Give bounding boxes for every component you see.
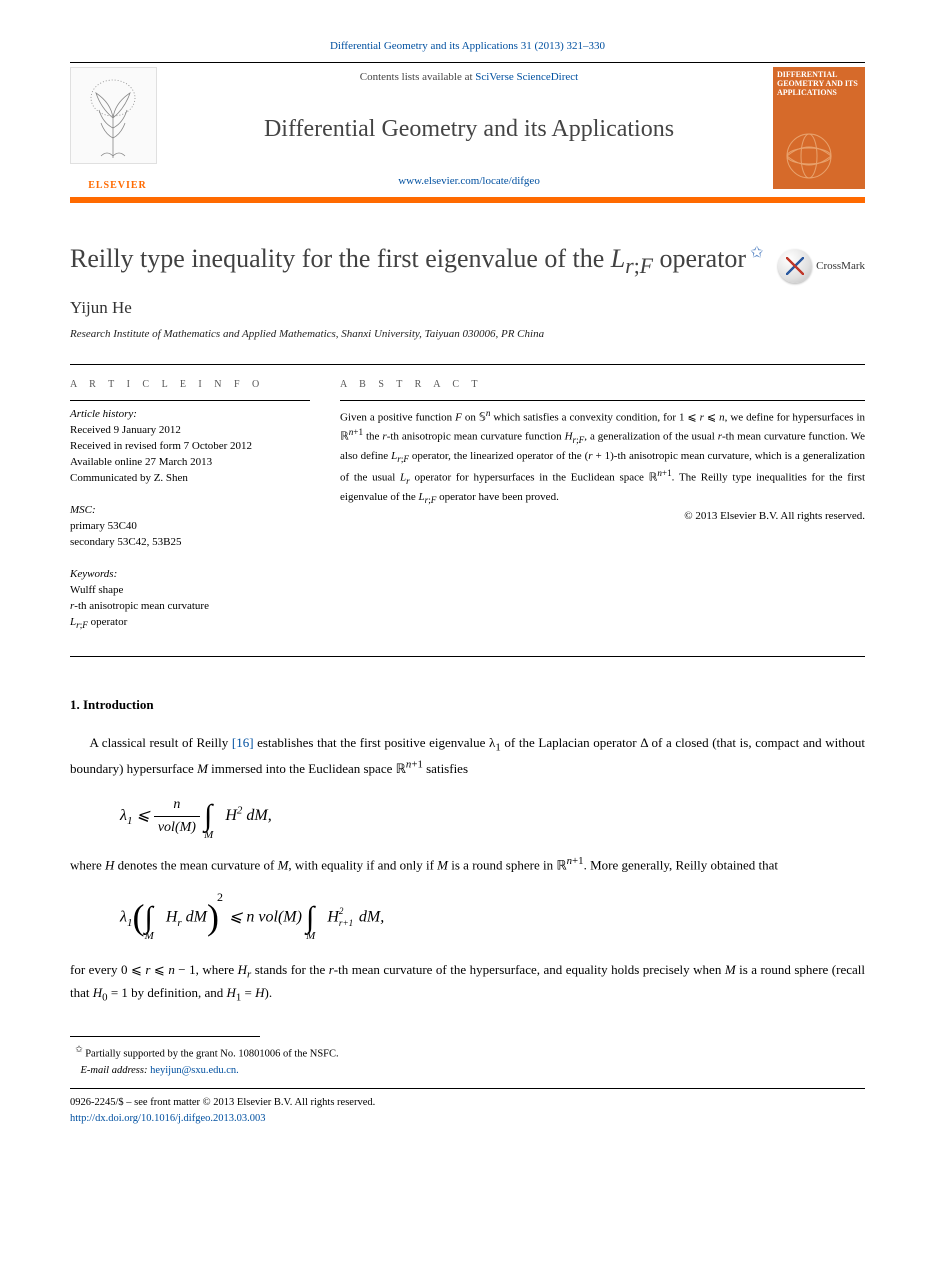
sciencedirect-link[interactable]: SciVerse ScienceDirect: [475, 71, 578, 83]
intro-paragraph-3: for every 0 ⩽ r ⩽ n − 1, where Hr stands…: [70, 960, 865, 1007]
footnotes-block: ✩ Partially supported by the grant No. 1…: [70, 1043, 865, 1078]
citation-line: Differential Geometry and its Applicatio…: [70, 40, 865, 52]
contents-prefix: Contents lists available at: [360, 71, 475, 83]
title-footnote-star: ✩: [746, 244, 763, 261]
article-title: Reilly type inequality for the first eig…: [70, 243, 768, 280]
doi-link[interactable]: http://dx.doi.org/10.1016/j.difgeo.2013.…: [70, 1111, 865, 1127]
article-history-block: Article history: Received 9 January 2012…: [70, 400, 310, 497]
bottom-separator: [70, 1088, 865, 1089]
elsevier-tree-icon: [70, 67, 157, 164]
intro-body: A classical result of Reilly [16] establ…: [70, 733, 865, 1006]
msc-line: primary 53C40: [70, 519, 310, 535]
abstract-heading: A B S T R A C T: [340, 379, 865, 390]
crossmark-widget[interactable]: CrossMark: [778, 249, 865, 283]
contents-lists-line: Contents lists available at SciVerse Sci…: [181, 71, 757, 83]
footnote-separator: [70, 1036, 260, 1037]
reference-link-16[interactable]: [16]: [232, 735, 254, 750]
issn-copyright-line: 0926-2245/$ – see front matter © 2013 El…: [70, 1095, 865, 1111]
footnote-email: E-mail address: heyijun@sxu.edu.cn.: [70, 1063, 865, 1079]
keyword: Lr;F operator: [70, 615, 310, 632]
crossmark-icon: [778, 249, 812, 283]
crossmark-label: CrossMark: [816, 260, 865, 272]
banner-center: Contents lists available at SciVerse Sci…: [171, 63, 767, 193]
journal-name: Differential Geometry and its Applicatio…: [181, 116, 757, 143]
title-text: Reilly type inequality for the first eig…: [70, 244, 746, 273]
journal-homepage-link[interactable]: www.elsevier.com/locate/difgeo: [181, 175, 757, 187]
accent-bar: [70, 197, 865, 203]
cover-title: DIFFERENTIAL GEOMETRY AND ITS APPLICATIO…: [777, 71, 861, 97]
history-label: Article history:: [70, 407, 310, 423]
history-line: Available online 27 March 2013: [70, 455, 310, 471]
msc-block: MSC: primary 53C40 secondary 53C42, 53B2…: [70, 497, 310, 561]
history-line: Received in revised form 7 October 2012: [70, 439, 310, 455]
footnote-star: ✩ Partially supported by the grant No. 1…: [70, 1043, 865, 1062]
cover-graphic-icon: [779, 128, 839, 183]
author-email-link[interactable]: heyijun@sxu.edu.cn.: [150, 1065, 239, 1076]
journal-cover-thumbnail: DIFFERENTIAL GEOMETRY AND ITS APPLICATIO…: [773, 67, 865, 189]
abstract-text: Given a positive function F on 𝕊n which …: [340, 407, 865, 507]
author-name: Yijun He: [70, 298, 865, 318]
section-heading-intro: 1. Introduction: [70, 697, 865, 713]
author-affiliation: Research Institute of Mathematics and Ap…: [70, 328, 865, 340]
article-info-heading: A R T I C L E I N F O: [70, 379, 310, 390]
keyword: r-th anisotropic mean curvature: [70, 599, 310, 615]
abstract-column: A B S T R A C T Given a positive functio…: [340, 379, 865, 642]
keyword: Wulff shape: [70, 583, 310, 599]
equation-1: λ1 ⩽ nvol(M) ∫M H2 dM,: [120, 793, 865, 840]
keywords-block: Keywords: Wulff shape r-th anisotropic m…: [70, 561, 310, 642]
email-label: E-mail address:: [81, 1065, 148, 1076]
footnote-text: Partially supported by the grant No. 108…: [85, 1049, 338, 1060]
text-fragment: A classical result of Reilly: [90, 735, 232, 750]
journal-banner: ELSEVIER Contents lists available at Sci…: [70, 62, 865, 193]
publisher-name: ELSEVIER: [70, 180, 165, 191]
intro-paragraph-2: where H denotes the mean curvature of M,…: [70, 853, 865, 875]
info-abstract-row: A R T I C L E I N F O Article history: R…: [70, 379, 865, 642]
abstract-copyright: © 2013 Elsevier B.V. All rights reserved…: [340, 509, 865, 525]
divider: [70, 656, 865, 657]
history-line: Communicated by Z. Shen: [70, 471, 310, 487]
msc-label: MSC:: [70, 503, 310, 519]
intro-paragraph-1: A classical result of Reilly [16] establ…: [70, 733, 865, 779]
publisher-logo-block: ELSEVIER: [70, 63, 171, 193]
abstract-block: Given a positive function F on 𝕊n which …: [340, 400, 865, 535]
title-row: Reilly type inequality for the first eig…: [70, 243, 865, 298]
divider: [70, 364, 865, 365]
bottom-metadata: 0926-2245/$ – see front matter © 2013 El…: [70, 1095, 865, 1127]
page-container: Differential Geometry and its Applicatio…: [0, 0, 935, 1157]
equation-2: λ1(∫M Hr dM)2 ⩽ n vol(M) ∫M H2r+1 dM,: [120, 890, 865, 946]
history-line: Received 9 January 2012: [70, 423, 310, 439]
article-info-column: A R T I C L E I N F O Article history: R…: [70, 379, 310, 642]
keywords-label: Keywords:: [70, 567, 310, 583]
msc-line: secondary 53C42, 53B25: [70, 535, 310, 551]
